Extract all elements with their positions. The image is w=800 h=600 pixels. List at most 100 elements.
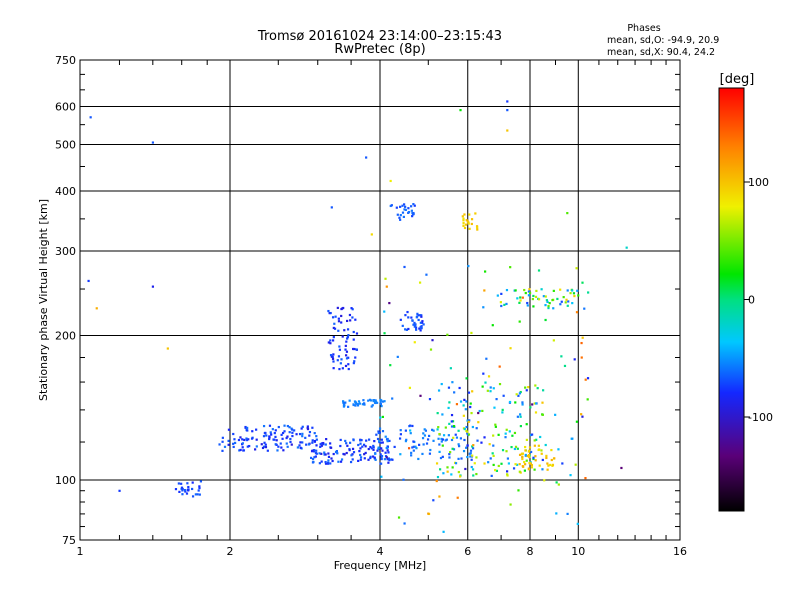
data-point (410, 451, 413, 454)
data-point (526, 301, 529, 305)
data-point (515, 393, 518, 396)
data-point (344, 364, 348, 368)
data-point (243, 438, 246, 442)
data-point (572, 292, 576, 295)
data-point (505, 450, 508, 453)
data-point (463, 438, 466, 442)
data-point (262, 445, 266, 448)
data-point (320, 442, 323, 445)
data-point (399, 214, 402, 217)
data-point (350, 454, 353, 457)
data-point (311, 439, 314, 442)
data-point (375, 433, 378, 436)
data-point (345, 340, 348, 343)
data-point (542, 295, 545, 298)
data-point (450, 438, 454, 442)
data-point (388, 459, 391, 462)
data-point (403, 203, 406, 206)
data-point (331, 355, 334, 358)
data-point (467, 264, 470, 268)
data-point (352, 403, 355, 407)
data-point (327, 309, 330, 313)
data-point (273, 432, 276, 435)
data-point (448, 422, 451, 425)
data-point (268, 424, 272, 427)
data-point (374, 399, 377, 402)
data-point (457, 457, 460, 460)
chart-subtitle: RwPretec (8p) (334, 42, 425, 57)
data-point (401, 204, 404, 207)
data-point (481, 385, 484, 388)
data-point (523, 288, 526, 292)
data-point (368, 398, 372, 401)
data-point (419, 321, 422, 324)
data-point (398, 437, 402, 440)
data-point (466, 432, 469, 435)
data-point (362, 399, 365, 402)
data-point (501, 449, 505, 452)
data-point (491, 452, 494, 455)
plot-frame (79, 59, 681, 541)
data-point (497, 464, 500, 468)
data-point (383, 458, 387, 461)
data-point (352, 347, 355, 351)
data-point (546, 462, 549, 465)
data-point (357, 400, 361, 403)
data-point (552, 339, 555, 342)
x-tick-label: 16 (673, 545, 687, 558)
data-point (364, 445, 367, 448)
data-point (315, 438, 318, 441)
data-point (508, 400, 512, 404)
data-point (391, 458, 394, 461)
data-point (506, 470, 509, 473)
data-point (376, 437, 380, 441)
data-point (516, 447, 519, 450)
y-tick-label: 400 (55, 185, 76, 198)
data-point (359, 447, 362, 450)
data-point (551, 298, 554, 302)
x-tick-label: 10 (571, 545, 585, 558)
data-point (361, 403, 364, 406)
data-point (465, 425, 468, 429)
data-point (349, 319, 352, 322)
data-point (476, 228, 479, 231)
data-point (379, 441, 383, 444)
data-point (547, 306, 550, 310)
data-point (514, 445, 518, 448)
data-point (471, 468, 475, 471)
data-point (532, 294, 535, 298)
data-point (423, 428, 426, 431)
data-point (506, 100, 509, 103)
data-point (458, 386, 461, 390)
data-point (493, 406, 496, 409)
data-point (521, 465, 524, 468)
data-point (550, 458, 553, 462)
data-point (301, 435, 304, 438)
data-point (527, 290, 531, 293)
data-point (475, 472, 478, 476)
data-point (221, 436, 224, 439)
data-point (438, 450, 441, 453)
data-point (478, 409, 481, 413)
data-point (347, 334, 350, 337)
data-point (404, 328, 407, 331)
data-point (441, 413, 444, 416)
data-point (547, 305, 550, 308)
data-point (527, 454, 531, 457)
data-point (462, 449, 466, 453)
data-point (518, 453, 522, 456)
y-tick-label: 100 (55, 474, 76, 487)
data-point (565, 298, 568, 301)
data-point (535, 402, 538, 405)
data-point (268, 435, 271, 438)
data-point (412, 323, 415, 326)
data-point (198, 493, 201, 496)
data-point (291, 431, 294, 434)
data-point (469, 455, 472, 458)
data-point (376, 401, 379, 404)
data-point (521, 455, 524, 458)
data-point (559, 288, 562, 291)
data-point (274, 443, 277, 446)
data-point (331, 316, 335, 319)
